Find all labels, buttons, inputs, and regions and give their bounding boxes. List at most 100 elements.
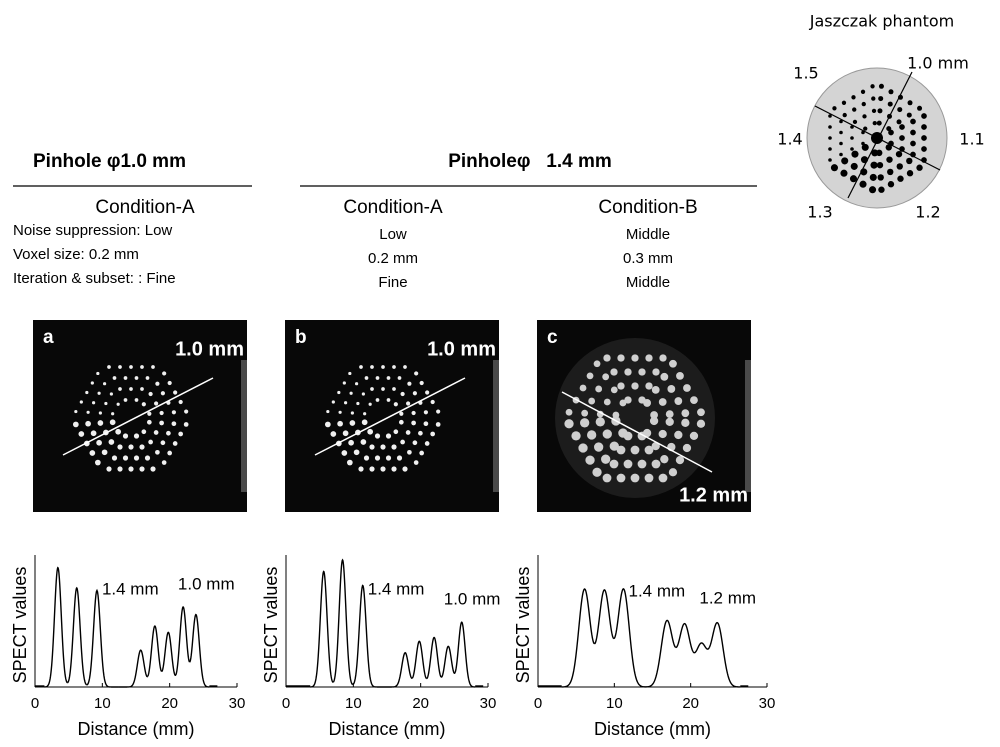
condition: Condition-A bbox=[343, 197, 443, 218]
phantom-dot bbox=[358, 466, 363, 471]
profile-peak bbox=[148, 626, 162, 676]
profile-peak bbox=[441, 646, 455, 677]
phantom-dot bbox=[343, 430, 349, 436]
phantom-dot bbox=[418, 431, 423, 436]
phantom-dot bbox=[347, 460, 353, 466]
phantom-dot bbox=[399, 412, 403, 416]
phantom-dot bbox=[424, 410, 428, 414]
phantom-dot bbox=[154, 430, 159, 435]
parameter: 0.2 mm bbox=[368, 250, 418, 267]
phantom-dot bbox=[596, 417, 605, 426]
phantom-dot bbox=[602, 373, 609, 380]
phantom-dot bbox=[184, 409, 188, 413]
phantom-dot bbox=[921, 135, 927, 141]
phantom-dot bbox=[141, 429, 146, 434]
condition: Condition-A bbox=[95, 197, 195, 218]
phantom-dot bbox=[147, 420, 152, 425]
header: Pinhole φ1.0 mm bbox=[33, 151, 186, 172]
phantom-dot bbox=[617, 474, 626, 483]
phantom-dot bbox=[150, 466, 155, 471]
phantom-dot bbox=[564, 419, 573, 428]
phantom-dot bbox=[363, 412, 366, 415]
phantom-dot bbox=[690, 396, 698, 404]
phantom-dot bbox=[828, 147, 832, 151]
phantom-dot bbox=[587, 372, 594, 379]
phantom-dot bbox=[681, 409, 689, 417]
phantom-dot bbox=[886, 156, 892, 162]
phantom-dot bbox=[617, 354, 624, 361]
phantom-dot bbox=[162, 460, 167, 465]
phantom-dot bbox=[603, 474, 612, 483]
phantom-dot bbox=[128, 444, 133, 449]
phantom-dot bbox=[841, 157, 848, 164]
phantom-dot bbox=[851, 95, 855, 99]
phantom-dot bbox=[571, 431, 580, 440]
phantom-dot bbox=[588, 398, 595, 405]
phantom-dot bbox=[617, 382, 624, 389]
phantom-dot bbox=[85, 421, 91, 427]
phantom-dot bbox=[161, 391, 165, 395]
phantom-dot bbox=[419, 451, 424, 456]
phantom-dot bbox=[659, 354, 666, 361]
phantom-dot bbox=[403, 365, 407, 369]
phantom-dot bbox=[861, 90, 865, 94]
phantom-dot bbox=[394, 402, 398, 406]
phantom-dot bbox=[406, 401, 410, 405]
phantom-dot bbox=[330, 431, 336, 437]
phantom-dot bbox=[839, 131, 843, 135]
phantom-dot bbox=[869, 186, 876, 193]
phantom-dot bbox=[878, 96, 883, 101]
profile-peak bbox=[645, 620, 676, 687]
phantom-dot bbox=[660, 373, 668, 381]
phantom-dot bbox=[74, 410, 77, 413]
phantom-dot bbox=[147, 412, 151, 416]
phantom-dot bbox=[398, 376, 402, 380]
phantom-dot bbox=[78, 431, 84, 437]
phantom-dot bbox=[676, 372, 684, 380]
phantom-dot bbox=[899, 124, 905, 130]
phantom-dot bbox=[369, 444, 374, 449]
profile-peak bbox=[384, 653, 412, 687]
phantom-dot bbox=[110, 419, 116, 425]
phantom-dot bbox=[350, 420, 356, 426]
phantom-dot bbox=[839, 142, 843, 146]
condition: Condition-B bbox=[598, 197, 697, 218]
phantom-dot bbox=[99, 411, 102, 414]
x-tick-label: 10 bbox=[345, 695, 362, 712]
phantom-dot bbox=[392, 365, 396, 369]
profile-peak bbox=[190, 615, 210, 687]
phantom-dot bbox=[369, 466, 374, 471]
phantom-dot bbox=[148, 440, 153, 445]
phantom-dot bbox=[897, 176, 903, 182]
x-tick-label: 10 bbox=[94, 695, 111, 712]
phantom-dot bbox=[95, 460, 101, 466]
phantom-dot bbox=[652, 460, 661, 469]
phantom-dot bbox=[145, 455, 150, 460]
phantom-dot bbox=[326, 410, 329, 413]
phantom-label: 1.1 bbox=[959, 130, 984, 149]
phantom-dot bbox=[325, 422, 331, 428]
panel-letter: c bbox=[547, 327, 558, 348]
phantom-dot bbox=[659, 398, 667, 406]
phantom-dot bbox=[910, 119, 916, 125]
phantom-dot bbox=[407, 382, 411, 386]
phantom-dot bbox=[413, 440, 418, 445]
phantom-dot bbox=[645, 382, 652, 389]
phantom-dot bbox=[638, 368, 645, 375]
profile-peak bbox=[162, 632, 176, 675]
phantom-label: 1.4 bbox=[777, 130, 802, 149]
phantom-dot bbox=[375, 455, 380, 460]
phantom-dot bbox=[610, 368, 617, 375]
phantom-dot bbox=[413, 391, 417, 395]
phantom-dot bbox=[344, 401, 347, 404]
line-label: 1.0 mm bbox=[175, 338, 244, 360]
phantom-dot bbox=[154, 401, 158, 405]
phantom-dot bbox=[916, 165, 922, 171]
y-axis-label: SPECT values bbox=[10, 567, 30, 684]
phantom-dot bbox=[631, 446, 640, 455]
peak-annotation: 1.2 mm bbox=[699, 588, 756, 607]
phantom-dot bbox=[118, 365, 122, 369]
phantom-dot bbox=[839, 153, 843, 157]
phantom-dot bbox=[878, 187, 884, 193]
phantom-dot bbox=[886, 126, 891, 131]
